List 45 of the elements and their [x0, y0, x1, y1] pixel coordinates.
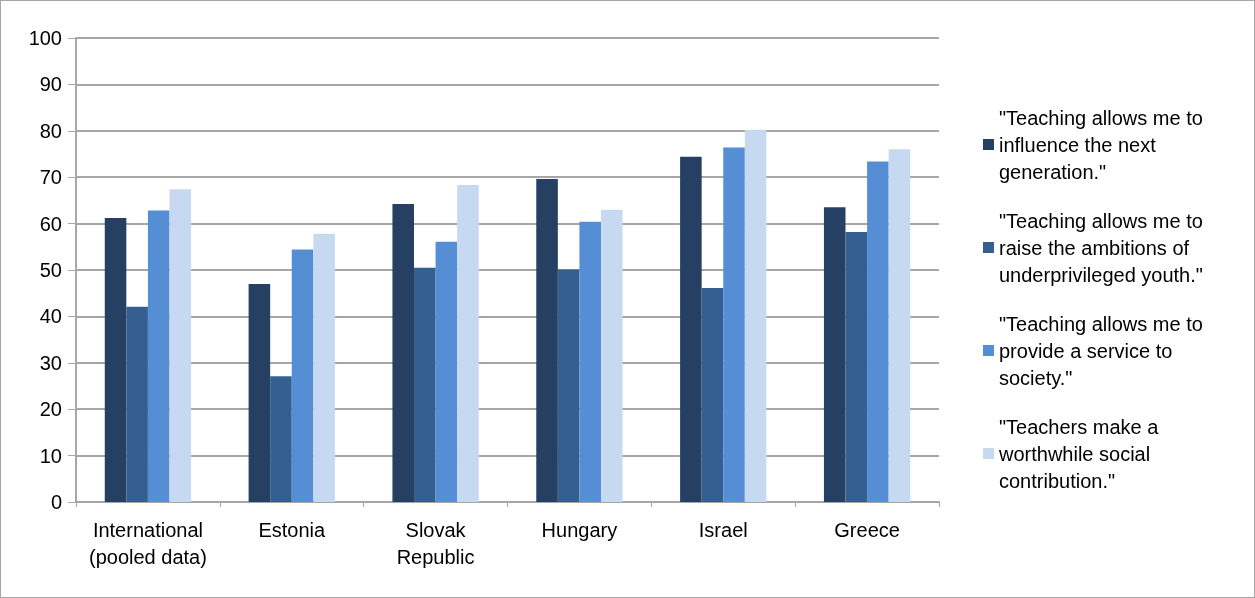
- bar: [147, 210, 170, 502]
- bar: [457, 185, 479, 502]
- y-tick-label: 20: [39, 398, 62, 421]
- bar: [392, 204, 415, 502]
- bar: [557, 269, 580, 502]
- x-tick-label: Greece: [834, 518, 900, 541]
- legend-label: "Teaching allows me to provide a service to society.": [999, 312, 1209, 389]
- legend-label: "Teaching allows me to influence the next generation.": [999, 106, 1209, 183]
- y-tick-label: 80: [39, 119, 62, 142]
- bar: [435, 241, 458, 502]
- bar: [888, 149, 911, 502]
- y-tick-label: 0: [50, 491, 62, 513]
- x-tick-label: International (pooled data): [88, 518, 207, 568]
- bar: [313, 233, 335, 502]
- y-tick-label: 90: [39, 73, 62, 96]
- bar: [680, 156, 702, 502]
- x-tick-label: Israel: [698, 518, 748, 541]
- y-tick-label: 30: [39, 351, 62, 374]
- y-tick-label: 100: [28, 27, 62, 49]
- bar: [723, 147, 745, 502]
- legend-label: "Teachers make a worthwhile social contribution.": [998, 415, 1164, 492]
- y-tick-label: 50: [39, 259, 62, 281]
- bar: [600, 209, 623, 502]
- bar: [104, 218, 127, 502]
- bar: [270, 376, 292, 502]
- bar: [126, 306, 148, 502]
- bar: [536, 179, 558, 502]
- bar: [579, 221, 601, 502]
- x-tick-label: Estonia: [258, 518, 326, 541]
- bar: [701, 288, 724, 502]
- x-tick-label: Hungary: [541, 518, 618, 541]
- bar: [867, 161, 889, 502]
- y-tick-label: 70: [39, 166, 62, 189]
- bar: [845, 231, 868, 502]
- y-tick-label: 40: [39, 305, 62, 328]
- bar: [414, 267, 436, 502]
- bar: [248, 283, 271, 502]
- bar: [291, 249, 314, 502]
- y-tick-label: 10: [39, 444, 62, 467]
- bar: [744, 129, 767, 502]
- bar: [169, 189, 192, 502]
- x-tick-label: Slovak Republic: [396, 518, 475, 568]
- bar: [823, 207, 846, 502]
- legend-label: "Teaching allows me to raise the ambitions of underprivileged youth.": [999, 209, 1209, 286]
- y-tick-label: 60: [39, 212, 62, 235]
